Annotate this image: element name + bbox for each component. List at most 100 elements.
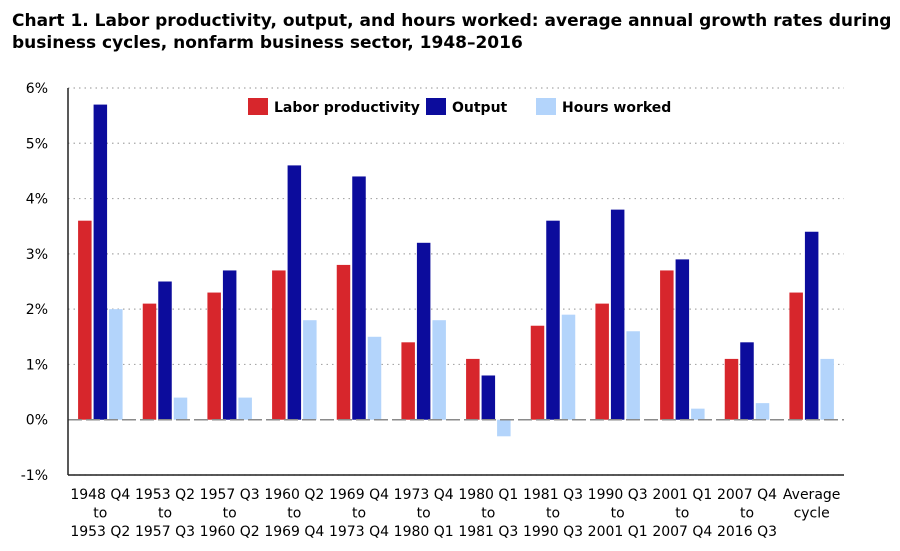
category-label-line: 2007 Q4 <box>717 487 777 503</box>
legend-item: Labor productivity <box>248 98 420 116</box>
bar-hours-worked <box>432 320 446 420</box>
legend-swatch-hours-worked <box>536 98 556 115</box>
bar-output <box>222 270 237 420</box>
y-tick-label: 3% <box>26 247 48 263</box>
bar-output <box>158 281 172 420</box>
bar-labor-productivity <box>207 292 221 420</box>
category-label-line: 1981 Q3 <box>523 487 583 503</box>
bar-hours-worked <box>691 408 705 420</box>
category-label-line: 1990 Q3 <box>523 524 583 540</box>
y-tick-label: -1% <box>21 468 48 484</box>
category-label-line: 1960 Q2 <box>264 487 324 503</box>
category-label-line: to <box>740 506 754 522</box>
category-label-line: 1969 Q4 <box>329 487 389 503</box>
category-label-line: 1969 Q4 <box>264 524 324 540</box>
y-tick-label: 2% <box>26 302 48 318</box>
bar-labor-productivity <box>401 342 415 420</box>
chart-title-line-2: business cycles, nonfarm business sector… <box>12 33 523 53</box>
category-label-line: 1980 Q1 <box>458 487 518 503</box>
category-label-line: to <box>546 506 560 522</box>
category-label-line: to <box>223 506 237 522</box>
bar-labor-productivity <box>272 270 286 420</box>
bar-output <box>416 242 431 420</box>
y-tick-label: 4% <box>26 192 48 208</box>
legend-label: Output <box>452 100 508 116</box>
bar-labor-productivity <box>595 303 609 420</box>
chart-title-line-1: Chart 1. Labor productivity, output, and… <box>12 11 892 31</box>
bar-labor-productivity <box>789 292 803 420</box>
category-label-line: to <box>481 506 495 522</box>
bar-output <box>481 375 496 420</box>
bar-output <box>804 231 819 420</box>
category-label-line: 1980 Q1 <box>394 524 454 540</box>
category-label-line: 1953 Q2 <box>70 524 130 540</box>
category-label-line: cycle <box>794 506 830 522</box>
bar-output <box>546 220 560 420</box>
bar-labor-productivity <box>78 220 92 420</box>
bar-labor-productivity <box>660 270 674 420</box>
category-label: 1980 Q1 to 1981 Q3 <box>458 487 518 540</box>
bar-hours-worked <box>626 331 640 420</box>
bar-labor-productivity <box>142 303 157 420</box>
y-tick-label: 1% <box>26 357 48 373</box>
category-label-line: 1973 Q4 <box>394 487 454 503</box>
bar-labor-productivity <box>466 358 480 420</box>
category-label: Average cycle <box>783 487 841 522</box>
bar-hours-worked <box>109 309 123 420</box>
category-label-line: Average <box>783 487 841 503</box>
category-label: 1957 Q3 to 1960 Q2 <box>200 487 260 540</box>
axes <box>67 88 844 476</box>
bar-hours-worked <box>755 403 770 420</box>
category-label-line: to <box>611 506 625 522</box>
bar-labor-productivity <box>336 264 351 420</box>
category-label-line: 2016 Q3 <box>717 524 777 540</box>
bar-output <box>740 342 754 420</box>
chart-title: Chart 1. Labor productivity, output, and… <box>12 10 891 54</box>
category-label-line: 2007 Q4 <box>652 524 712 540</box>
bar-hours-worked <box>497 419 511 437</box>
bar-output <box>287 165 302 420</box>
legend-item: Output <box>426 98 508 116</box>
bar-labor-productivity <box>724 358 739 420</box>
category-label: 2001 Q1 to 2007 Q4 <box>652 487 712 540</box>
category-label-line: 1973 Q4 <box>329 524 389 540</box>
bar-hours-worked <box>303 320 317 420</box>
category-label-line: 1957 Q3 <box>200 487 260 503</box>
legend-swatch-labor-productivity <box>248 98 268 115</box>
category-label: 1960 Q2 to 1969 Q4 <box>264 487 324 540</box>
y-tick-label: 5% <box>26 136 48 152</box>
category-label-line: to <box>352 506 366 522</box>
category-label: 1973 Q4 to 1980 Q1 <box>394 487 454 540</box>
category-label-line: 1957 Q3 <box>135 524 195 540</box>
bar-hours-worked <box>367 336 382 420</box>
category-label-line: 1953 Q2 <box>135 487 195 503</box>
category-label-line: 1981 Q3 <box>458 524 518 540</box>
legend-item: Hours worked <box>536 98 671 116</box>
bars <box>78 104 834 437</box>
category-label-line: 1948 Q4 <box>70 487 130 503</box>
y-tick-label: 0% <box>26 413 48 429</box>
category-label-line: 2001 Q1 <box>588 524 648 540</box>
legend-label: Hours worked <box>562 100 671 116</box>
bar-hours-worked <box>238 397 252 420</box>
category-label-line: 2001 Q1 <box>652 487 712 503</box>
category-label: 2007 Q4 to 2016 Q3 <box>717 487 777 540</box>
category-label-line: 1960 Q2 <box>200 524 260 540</box>
bar-output <box>675 259 690 420</box>
bar-hours-worked <box>561 314 576 420</box>
legend-label: Labor productivity <box>274 100 420 116</box>
category-label: 1948 Q4 to 1953 Q2 <box>70 487 130 540</box>
category-label-line: 1990 Q3 <box>588 487 648 503</box>
category-label-line: to <box>417 506 431 522</box>
bar-output <box>352 176 366 420</box>
y-tick-label: 6% <box>26 81 48 97</box>
category-label-line: to <box>675 506 689 522</box>
category-label: 1981 Q3 to 1990 Q3 <box>523 487 583 540</box>
bar-output <box>610 209 625 420</box>
category-label: 1969 Q4 to 1973 Q4 <box>329 487 389 540</box>
category-label-line: to <box>287 506 301 522</box>
category-label-line: to <box>158 506 172 522</box>
legend-swatch-output <box>426 98 446 115</box>
